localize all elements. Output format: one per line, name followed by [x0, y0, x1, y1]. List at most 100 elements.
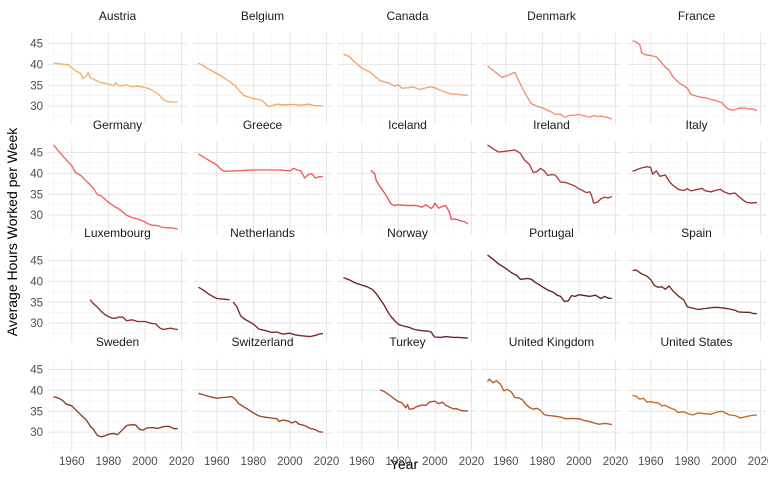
y-tick-label: 30: [30, 101, 43, 113]
y-tick-label: 45: [30, 364, 43, 376]
panel-greece: Greece: [193, 118, 332, 234]
panel-ireland: Ireland: [482, 118, 621, 234]
series-line-luxembourg: [89, 299, 178, 331]
series-line-sweden: [53, 395, 178, 438]
panel-denmark: Denmark: [482, 9, 621, 125]
y-tick-label: 30: [30, 318, 43, 330]
y-tick-label: 40: [30, 59, 43, 71]
facet-title-luxembourg: Luxembourg: [84, 226, 151, 240]
x-tick-label: 2000: [422, 456, 448, 468]
panel-canada: Canada: [338, 9, 477, 125]
y-tick-label: 40: [30, 168, 43, 180]
x-tick-label: 1980: [241, 456, 267, 468]
panel-spain: Spain: [627, 226, 766, 342]
panel-sweden: Sweden 30 35 40 45 1960 1980 2000 2020: [30, 335, 194, 468]
y-tick-label: 40: [30, 385, 43, 397]
panel-austria: Austria 30 35 40 45: [30, 9, 187, 125]
series-line-greece: [198, 153, 323, 179]
panel-luxembourg: Luxembourg 30 35 40 45: [30, 226, 187, 342]
series-line-netherlands: [232, 301, 323, 338]
series-line-italy: [632, 166, 757, 204]
panel-united-kingdom: United Kingdom 1960 1980 2000 2020: [482, 335, 628, 468]
facet-title-canada: Canada: [386, 9, 428, 23]
x-tick-label: 2020: [169, 456, 195, 468]
panel-netherlands: Netherlands: [193, 226, 332, 342]
series-line-iceland: [370, 169, 469, 225]
series-line-france: [632, 40, 758, 112]
facet-title-italy: Italy: [685, 118, 707, 132]
facet-title-germany: Germany: [93, 118, 142, 132]
x-tick-label: 1960: [349, 456, 375, 468]
y-tick-label: 45: [30, 38, 43, 50]
y-tick-label: 40: [30, 276, 43, 288]
x-tick-label: 2020: [459, 456, 485, 468]
series-line-norway: [343, 276, 468, 339]
facet-title-ireland: Ireland: [533, 118, 570, 132]
panel-italy: Italy: [627, 118, 766, 234]
y-tick-label: 45: [30, 255, 43, 267]
y-tick-label: 30: [30, 210, 43, 222]
facet-title-netherlands: Netherlands: [230, 226, 295, 240]
x-tick-label: 1980: [675, 456, 701, 468]
panel-belgium: Belgium: [193, 9, 332, 125]
series-line-denmark: [487, 65, 613, 120]
facet-title-austria: Austria: [99, 9, 137, 23]
facet-title-sweden: Sweden: [96, 335, 139, 349]
panel-switzerland: Switzerland 1960 1980 2000 2020: [193, 335, 339, 468]
x-tick-label: 1980: [530, 456, 556, 468]
x-tick-label: 2000: [277, 456, 303, 468]
x-tick-label: 1960: [59, 456, 85, 468]
facet-title-united-kingdom: United Kingdom: [509, 335, 594, 349]
panel-united-states: United States 1960 1980 2000 2020: [627, 335, 768, 468]
y-tick-label: 35: [30, 406, 43, 418]
y-tick-label: 45: [30, 147, 43, 159]
x-tick-label: 2000: [566, 456, 592, 468]
series-line-united-kingdom: [486, 378, 613, 426]
panel-turkey: Turkey 1960 1980 2000 2020: [338, 335, 484, 468]
panel-norway: Norway: [338, 226, 477, 342]
facet-title-portugal: Portugal: [529, 226, 574, 240]
x-tick-label: 1980: [96, 456, 122, 468]
series-line-netherlands: [198, 286, 230, 301]
facet-title-iceland: Iceland: [388, 118, 427, 132]
facet-title-belgium: Belgium: [241, 9, 284, 23]
series-line-austria: [53, 62, 178, 103]
panel-france: France: [627, 9, 766, 125]
x-tick-label: 2000: [132, 456, 158, 468]
facet-title-switzerland: Switzerland: [231, 335, 293, 349]
x-tick-label: 2000: [711, 456, 737, 468]
facet-title-united-states: United States: [660, 335, 732, 349]
facet-title-spain: Spain: [681, 226, 712, 240]
facet-title-greece: Greece: [243, 118, 283, 132]
y-tick-label: 35: [30, 80, 43, 92]
y-tick-label: 35: [30, 297, 43, 309]
series-line-spain: [632, 269, 757, 315]
facet-title-france: France: [678, 9, 716, 23]
y-axis-label: Average Hours Worked per Week: [4, 127, 20, 337]
x-tick-label: 2020: [748, 456, 768, 468]
x-tick-label: 1980: [386, 456, 412, 468]
x-tick-label: 1960: [638, 456, 664, 468]
series-line-belgium: [198, 62, 323, 108]
panel-germany: Germany 30 35 40 45: [30, 118, 187, 234]
facet-title-denmark: Denmark: [527, 9, 577, 23]
series-line-portugal: [487, 254, 612, 303]
facet-title-norway: Norway: [387, 226, 428, 240]
y-tick-label: 35: [30, 189, 43, 201]
x-axis-label: Year: [390, 456, 419, 472]
x-tick-label: 1960: [204, 456, 230, 468]
series-line-canada: [343, 53, 468, 96]
x-tick-label: 2020: [603, 456, 629, 468]
facet-title-turkey: Turkey: [389, 335, 425, 349]
series-line-turkey: [379, 389, 468, 412]
x-tick-label: 1960: [493, 456, 519, 468]
series-line-switzerland: [198, 392, 323, 433]
panel-portugal: Portugal: [482, 226, 621, 342]
series-line-united-states: [632, 394, 757, 419]
series-line-germany: [52, 144, 179, 230]
x-tick-label: 2020: [314, 456, 340, 468]
series-line-ireland: [487, 144, 613, 204]
panel-iceland: Iceland: [338, 118, 477, 234]
y-tick-label: 30: [30, 427, 43, 439]
